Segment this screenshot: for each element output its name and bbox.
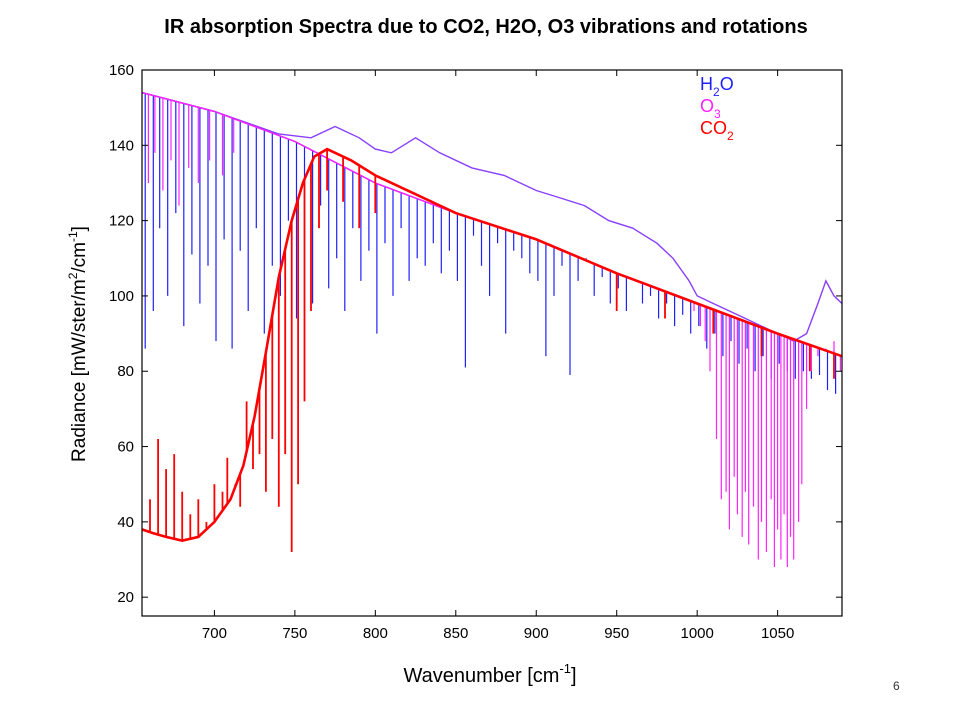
x-tick-label: 850 — [443, 625, 468, 642]
x-axis-label: Wavenumber [cm-1] — [403, 661, 576, 687]
y-tick-label: 40 — [117, 514, 134, 531]
x-axis-label-tail: ] — [571, 665, 577, 687]
legend-entry-h2o: H2O — [700, 74, 734, 99]
y-tick-label: 120 — [109, 213, 134, 230]
x-axis-label-sup: -1 — [559, 661, 571, 676]
x-tick-label: 1050 — [761, 625, 794, 642]
y-tick-label: 20 — [117, 589, 134, 606]
legend-entry-o3: O3 — [700, 96, 721, 121]
series-layer — [141, 91, 843, 567]
plot-frame — [141, 69, 843, 617]
y-axis-label-sup2: -1 — [66, 231, 80, 242]
x-tick-label: 800 — [363, 625, 388, 642]
y-axis-label: Radiance [mW/ster/m2/cm-1] — [66, 226, 90, 462]
x-tick-label: 700 — [202, 625, 227, 642]
y-tick-label: 100 — [109, 288, 134, 305]
legend-entry-co2: CO2 — [700, 118, 734, 143]
axes-layer: 700 750 800 850 900 950 1000 1050 20 40 60 80 100 120… — [109, 62, 842, 642]
y-axis-label-b: /cm — [69, 242, 90, 273]
y-tick-label: 80 — [117, 363, 134, 380]
x-tick-label: 1000 — [680, 625, 713, 642]
y-axis-label-a: Radiance [mW/ster/m — [69, 279, 90, 462]
y-tick-label: 60 — [117, 439, 134, 456]
x-tick-label: 750 — [282, 625, 307, 642]
x-tick-label: 950 — [604, 625, 629, 642]
y-axis-label-c: ] — [69, 226, 90, 231]
plot-area-background — [142, 70, 842, 616]
series-co2 — [141, 147, 843, 552]
y-tick-label: 160 — [109, 62, 134, 79]
slide-number: 6 — [893, 679, 900, 693]
y-tick-label: 140 — [109, 137, 134, 154]
y-axis-label-sup1: 2 — [66, 272, 80, 279]
x-axis-label-main: Wavenumber [cm — [403, 665, 559, 687]
x-tick-label: 900 — [524, 625, 549, 642]
slide-title: IR absorption Spectra due to CO2, H2O, O… — [164, 16, 808, 38]
